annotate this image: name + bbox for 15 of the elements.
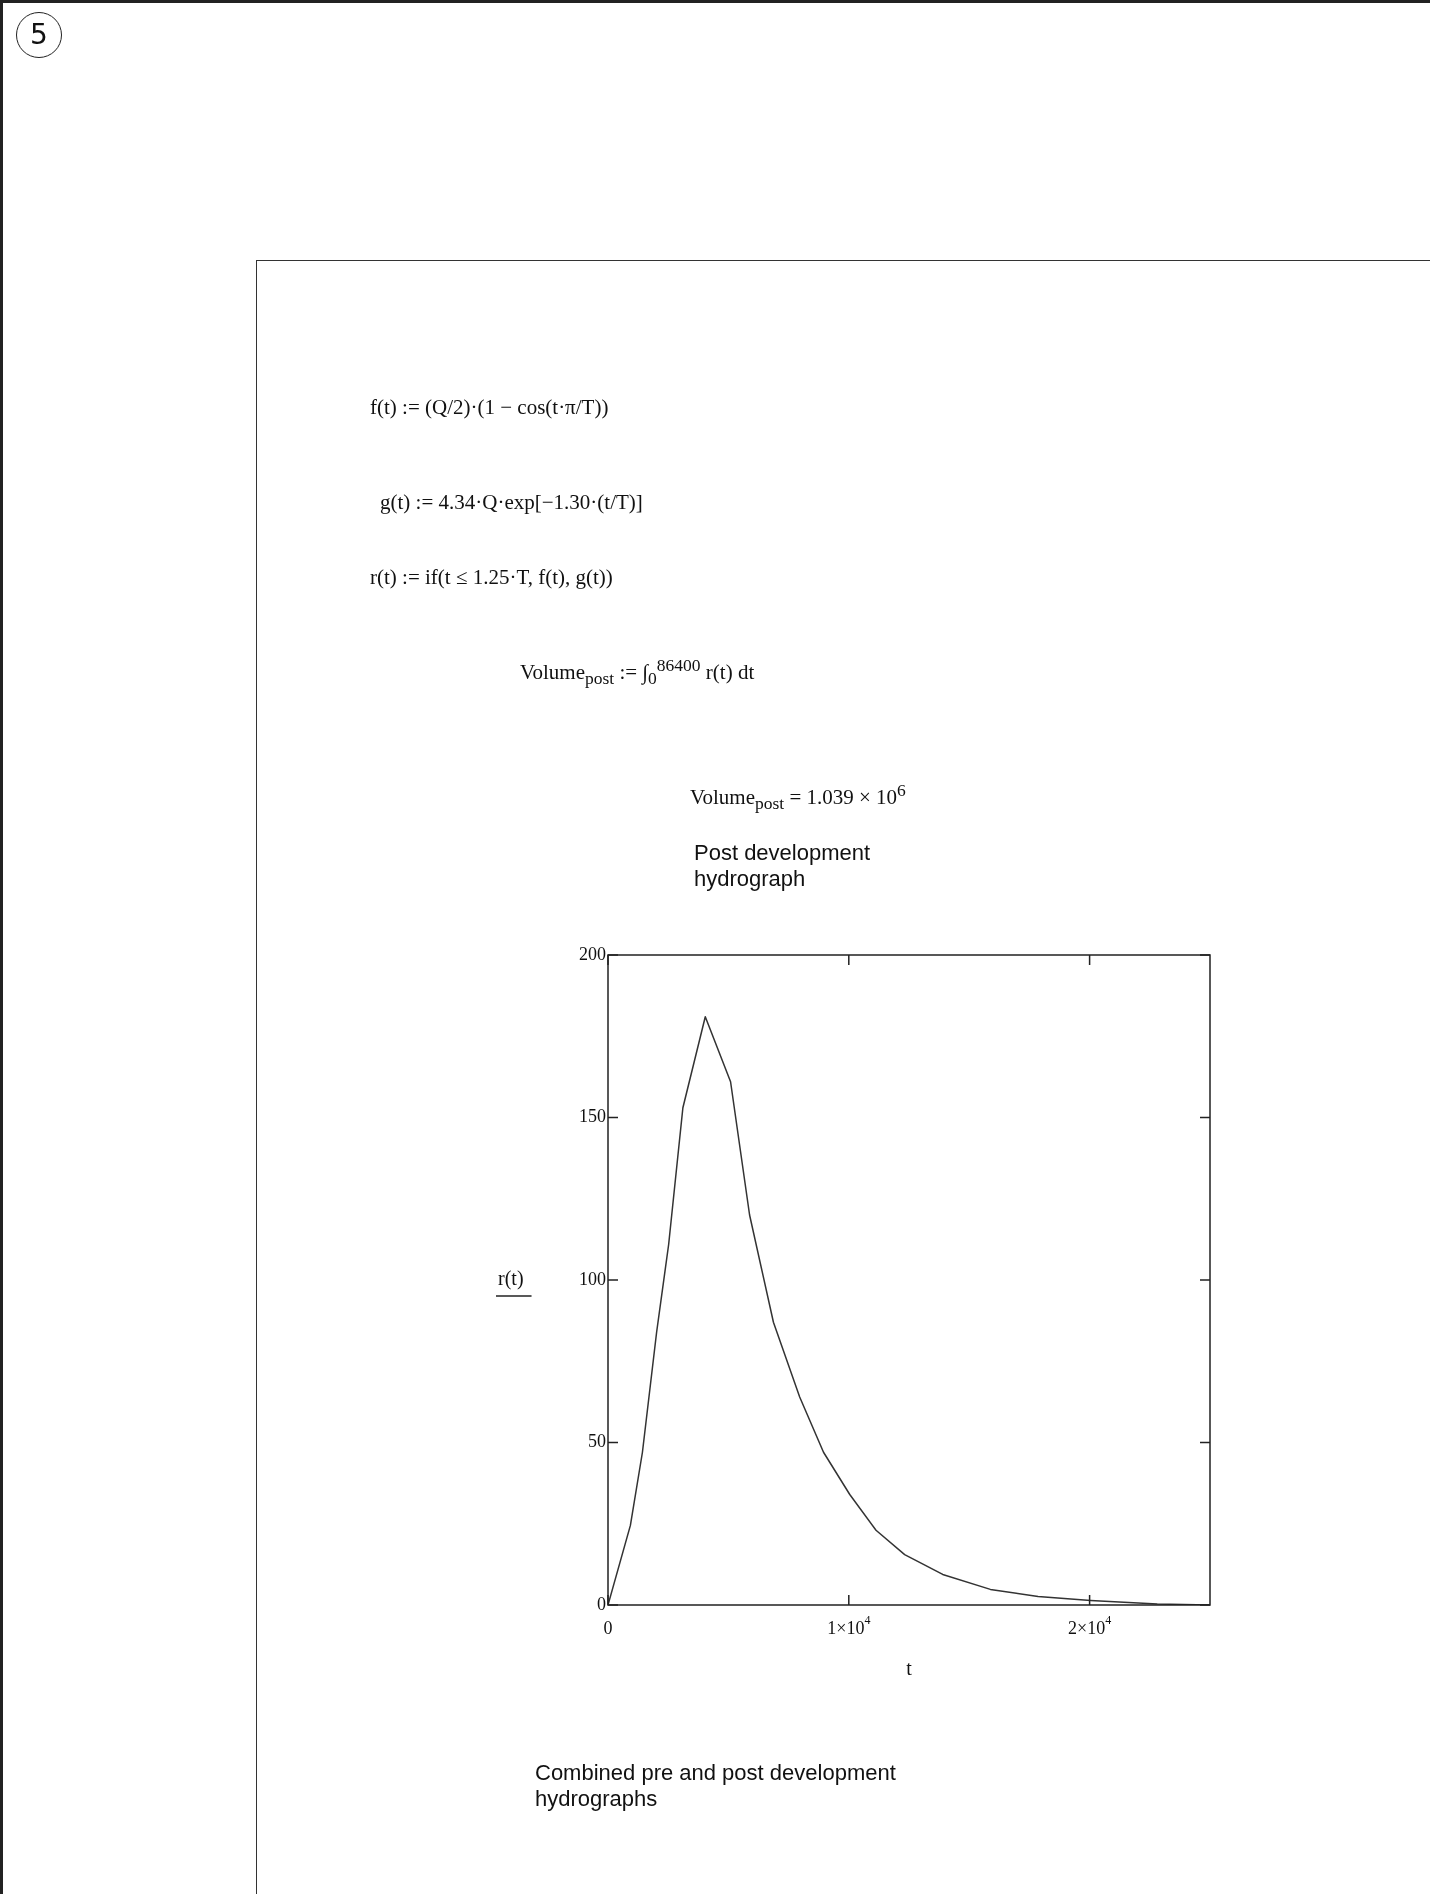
y-tick-label: 200: [579, 943, 606, 964]
text: Volume$_{post}$ = 1.039 × 10$^{6}$: [690, 780, 906, 815]
text: Combined pre and post development hydrographs: [535, 1760, 897, 1812]
y-tick-label: 150: [579, 1106, 606, 1127]
text: g(t) := 4.34·Q·exp[−1.30·(t/T)]: [380, 490, 643, 515]
y-axis-title: r(t): [498, 1267, 524, 1291]
text: f(t) := (Q/2)·(1 − cos(t·π/T)): [370, 395, 609, 420]
y-tick-label: 50: [588, 1431, 606, 1452]
chart-title: Post development hydrograph: [694, 840, 872, 892]
text: 5: [16, 12, 62, 58]
text: Volume$_{post}$ := ∫$_{0}$$^{86400}$ r(t) dt: [520, 655, 755, 690]
y-tick-label: 100: [579, 1268, 606, 1289]
x-axis-title: t: [906, 1657, 913, 1680]
text: r(t) := if(t ≤ 1.25·T, f(t), g(t)): [370, 565, 613, 590]
y-tick-label: 0: [597, 1593, 606, 1614]
